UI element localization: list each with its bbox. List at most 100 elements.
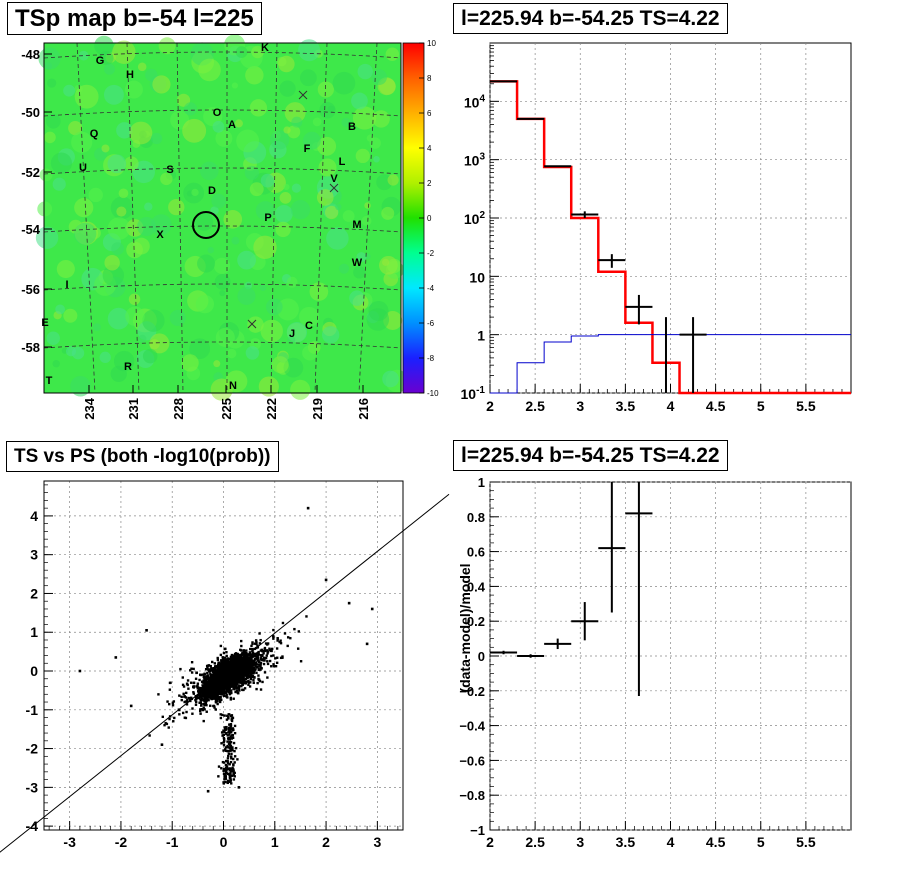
scatter-point <box>200 702 203 706</box>
map-texture-cell <box>65 346 77 357</box>
scatter-point <box>187 696 190 700</box>
scatter-point <box>202 699 205 702</box>
scatter-point <box>232 741 236 745</box>
scatter-point <box>224 690 228 693</box>
map-texture-cell <box>125 306 145 327</box>
source-label-k: K <box>261 42 269 54</box>
residual-y-tick-label: 0.8 <box>467 510 485 525</box>
scatter-point <box>251 641 254 644</box>
scatter-point <box>222 729 225 732</box>
scatter-point <box>245 674 249 678</box>
scatter-point <box>185 703 189 706</box>
scatter-point <box>229 723 233 726</box>
scatter-point <box>236 657 239 660</box>
scatter-point <box>222 738 226 741</box>
scatter-point <box>266 676 269 679</box>
scatter-point <box>275 661 279 665</box>
scatter-point <box>204 702 208 705</box>
scatter-point <box>227 677 230 680</box>
scatter-point <box>232 757 235 761</box>
ts-vs-ps-title: TS vs PS (both -log10(prob)) <box>6 441 279 472</box>
scatter-point <box>255 653 259 656</box>
scatter-point <box>237 685 241 689</box>
spectrum-x-tick-label: 5.5 <box>796 398 816 414</box>
map-texture-cell <box>126 241 143 259</box>
map-texture-cell <box>353 266 366 279</box>
map-texture-cell <box>74 84 99 109</box>
map-texture-cell <box>352 106 377 130</box>
map-texture-cell <box>200 161 219 181</box>
scatter-point <box>233 685 236 688</box>
scatter-point <box>216 687 219 690</box>
map-texture-cell <box>291 116 303 128</box>
scatter-point <box>201 694 205 698</box>
scatter-point <box>223 672 227 675</box>
scatter-point <box>233 660 237 663</box>
scatter-point <box>225 663 229 667</box>
map-texture-cell <box>225 370 248 393</box>
scatter-point <box>234 668 237 672</box>
scatter-point <box>202 685 205 689</box>
map-texture-cell <box>283 126 291 134</box>
scatter-point <box>250 663 253 666</box>
scatter-point <box>181 676 184 679</box>
scatter-point <box>272 628 275 632</box>
scatter-y-tick-label: -2 <box>26 741 39 757</box>
residual-y-tick-label: −0.4 <box>459 719 485 734</box>
map-texture-cell <box>158 37 176 55</box>
scatter-point <box>182 692 185 696</box>
scatter-point <box>241 664 244 667</box>
scatter-point <box>229 746 233 749</box>
map-texture-cell <box>335 203 342 211</box>
source-label-l: L <box>339 156 346 168</box>
scatter-point <box>274 657 277 660</box>
scatter-reference-line <box>0 493 450 853</box>
scatter-point <box>217 689 220 692</box>
scatter-point <box>279 656 283 660</box>
map-texture-cell <box>283 183 290 191</box>
scatter-point <box>259 638 262 642</box>
scatter-point <box>229 760 233 764</box>
scatter-point <box>231 769 235 773</box>
map-y-tick-label: -48 <box>21 47 40 62</box>
scatter-point <box>163 723 166 727</box>
map-texture-cell <box>47 78 57 88</box>
map-texture-cell <box>253 235 277 260</box>
source-label-w: W <box>352 257 363 269</box>
scatter-point <box>233 755 237 758</box>
map-texture-cell <box>369 137 381 149</box>
map-texture-cell <box>236 129 260 153</box>
scatter-point <box>211 679 215 682</box>
map-texture-cell <box>102 264 125 287</box>
scatter-point <box>192 667 195 671</box>
scatter-point <box>247 673 250 676</box>
scatter-point <box>222 651 226 655</box>
map-texture-cell <box>284 102 306 124</box>
map-texture-cell <box>279 191 292 204</box>
scatter-point <box>192 692 196 695</box>
source-label-d: D <box>208 185 216 197</box>
source-label-v: V <box>330 173 338 185</box>
scatter-point <box>258 632 261 635</box>
scatter-point <box>268 648 271 651</box>
scatter-point <box>217 775 220 778</box>
residual-y-tick-label: −0.6 <box>459 753 485 768</box>
scatter-point <box>230 782 233 785</box>
scatter-point <box>231 685 234 688</box>
scatter-point <box>286 644 289 648</box>
scatter-point <box>226 760 229 763</box>
scatter-point <box>250 673 253 676</box>
map-y-tick-label: -52 <box>21 165 40 180</box>
scatter-point <box>250 644 253 648</box>
map-texture-cell <box>78 50 89 61</box>
scatter-point <box>236 655 239 659</box>
scatter-point <box>247 660 251 663</box>
scatter-point <box>243 654 246 657</box>
scatter-point <box>180 698 183 702</box>
source-marker <box>247 319 257 329</box>
map-texture-cell <box>332 71 356 95</box>
map-texture-cell <box>364 202 371 209</box>
scatter-point <box>203 683 207 686</box>
scatter-point <box>214 699 218 703</box>
scatter-point <box>165 722 169 726</box>
